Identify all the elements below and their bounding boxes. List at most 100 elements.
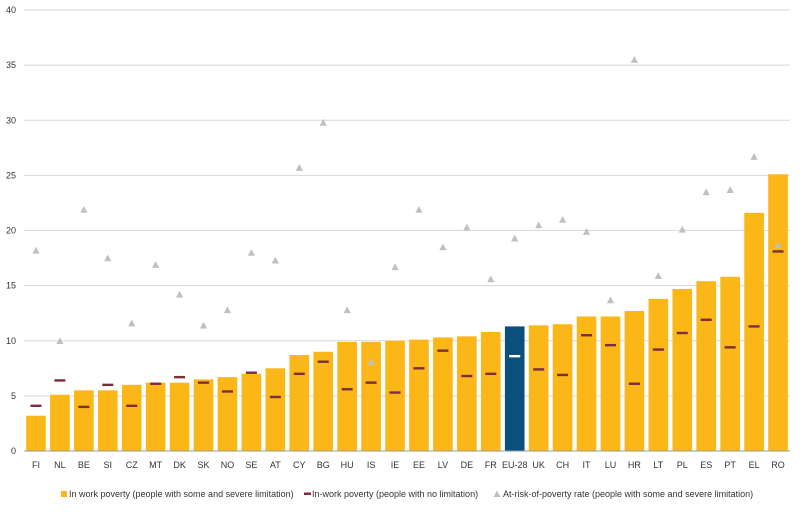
y-tick-label: 20 (6, 226, 16, 236)
triangle-marker-cz (128, 319, 136, 327)
bar-no (217, 377, 238, 451)
y-tick-label: 10 (6, 336, 16, 346)
dash-marker-cy (293, 372, 305, 376)
bar-fi (26, 415, 46, 451)
y-tick-label: 35 (6, 60, 16, 70)
bar-lv (433, 337, 453, 451)
x-tick-label: FR (485, 460, 497, 470)
dash-marker-at (269, 395, 281, 399)
dash-marker-is (365, 381, 377, 384)
x-tick-label: IS (367, 460, 376, 470)
y-tick-label: 30 (6, 115, 16, 125)
bar-eu-28 (504, 326, 525, 451)
x-tick-label: LV (438, 460, 448, 470)
dash-marker-se (245, 371, 257, 374)
bar-sk (193, 379, 214, 451)
bar-se (241, 373, 262, 451)
x-tick-label: DK (173, 460, 186, 470)
x-tick-label: EL (749, 460, 760, 470)
triangle-marker-at (271, 256, 279, 264)
triangle-marker-ro (774, 241, 782, 249)
dash-markers (30, 250, 784, 409)
dash-marker-es (700, 318, 712, 322)
dash-marker-lu (604, 343, 616, 347)
x-tick-label: SK (198, 460, 210, 470)
triangle-marker-lt (654, 272, 662, 279)
dash-marker-no (221, 390, 233, 393)
x-tick-label: EU-28 (502, 460, 528, 470)
triangle-marker-mt (152, 261, 160, 268)
bar-cz (121, 384, 142, 451)
legend-swatch-dash (304, 492, 311, 495)
y-tick-label: 40 (6, 5, 16, 15)
triangle-marker-lu (606, 296, 615, 304)
x-tick-label: SE (245, 460, 257, 470)
triangle-marker-uk (535, 221, 543, 229)
x-tick-label: BG (317, 460, 330, 470)
dash-marker-cz (126, 404, 138, 407)
dash-marker-hu (341, 388, 353, 391)
bar-pl (672, 288, 693, 451)
bar-ro (768, 174, 788, 451)
dash-marker-pl (676, 331, 688, 335)
triangle-marker-eu-28 (511, 234, 519, 242)
x-tick-label: NO (221, 460, 235, 470)
x-tick-label: LT (653, 460, 663, 470)
triangle-marker-de (463, 223, 471, 231)
legend: In work poverty (people with some and se… (61, 489, 753, 499)
bar-bg (313, 351, 334, 451)
bar-hr (624, 310, 645, 451)
gridlines (24, 9, 790, 397)
triangle-marker-ch (558, 215, 567, 223)
bar-lu (600, 316, 621, 451)
bars (26, 174, 788, 451)
x-tick-label: ES (700, 460, 712, 470)
bar-dk (169, 382, 190, 451)
triangle-markers (32, 56, 782, 365)
dash-marker-it (581, 334, 593, 337)
legend-label-dash: In-work poverty (people with no limitati… (312, 489, 478, 499)
triangle-marker-cy (295, 164, 303, 171)
x-tick-label: PL (677, 460, 688, 470)
dash-marker-el (748, 325, 760, 328)
dash-marker-fi (30, 404, 42, 407)
dash-marker-ie (389, 391, 401, 394)
dash-marker-lt (652, 348, 664, 351)
triangle-marker-pl (678, 225, 686, 233)
x-tick-label: FI (32, 460, 40, 470)
triangle-marker-ie (391, 263, 399, 271)
triangle-marker-lv (439, 243, 447, 251)
dash-marker-uk (533, 368, 545, 371)
x-tick-label: CY (293, 460, 306, 470)
triangle-marker-pt (726, 186, 734, 193)
bar-de (457, 336, 477, 451)
bar-cy (289, 355, 310, 451)
dash-marker-ch (557, 373, 569, 377)
x-axis-category-labels: FI NL BE SI CZ MT DK SK NO SE AT CY BG HU IS IE EE LV DE FR… (32, 460, 785, 470)
legend-swatch-bar (61, 491, 67, 497)
dash-marker-eu-28 (509, 354, 521, 358)
x-tick-label: EE (413, 460, 425, 470)
x-tick-label: HR (628, 460, 641, 470)
dash-marker-pt (724, 346, 736, 349)
bar-fr (480, 331, 501, 451)
dash-marker-de (461, 374, 473, 378)
y-tick-label: 15 (6, 281, 16, 291)
legend-swatch-triangle (493, 490, 501, 497)
x-tick-label: CZ (126, 460, 138, 470)
x-tick-label: UK (532, 460, 545, 470)
triangle-marker-hu (343, 306, 351, 314)
bar-mt (145, 382, 166, 451)
x-tick-label: MT (149, 460, 162, 470)
triangle-marker-el (750, 153, 758, 160)
bar-at (265, 368, 286, 451)
y-tick-label: 25 (6, 170, 16, 180)
triangle-marker-ee (415, 205, 423, 213)
triangle-marker-is (367, 358, 375, 365)
bar-ie (385, 340, 405, 451)
x-tick-label: CH (556, 460, 569, 470)
triangle-marker-nl (56, 337, 64, 344)
dash-marker-hr (628, 382, 640, 385)
